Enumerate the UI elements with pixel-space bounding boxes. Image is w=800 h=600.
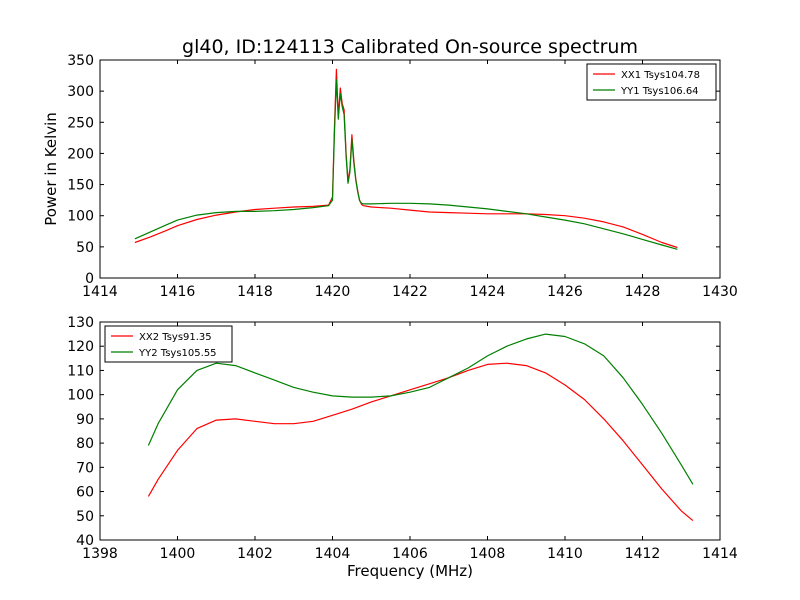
legend-label: YY2 Tsys105.55 xyxy=(138,348,217,359)
series-line-2-2 xyxy=(147,333,694,485)
y-tick-label: 80 xyxy=(76,436,94,452)
x-tick-label: 1426 xyxy=(547,284,583,300)
series-line-1-2 xyxy=(134,79,678,250)
x-axis-label: Frequency (MHz) xyxy=(347,562,473,580)
bottom-subplot: 1398 1400 1402 1404 1406 1408 1410 1412 1414 40 50… xyxy=(67,315,738,562)
x-tick-label: 1424 xyxy=(470,284,506,300)
y-tick-label: 70 xyxy=(76,460,94,476)
y-tick-label: 300 xyxy=(67,84,94,100)
chart-title: gl40, ID:124113 Calibrated On-source spe… xyxy=(182,36,638,58)
top-subplot: 1414 1416 1418 1420 1422 1424 1426 1428 1430 0 50 1… xyxy=(67,53,738,300)
y-tick-label: 110 xyxy=(67,363,94,379)
y-tick-label: 40 xyxy=(76,533,94,549)
y-tick-label: 130 xyxy=(67,315,94,331)
y-tick-label: 90 xyxy=(76,412,94,428)
y-tick-label: 50 xyxy=(76,509,94,525)
x-tick-label: 1430 xyxy=(702,284,738,300)
y-tick-label: 100 xyxy=(67,209,94,225)
y-tick-label: 150 xyxy=(67,178,94,194)
legend-box xyxy=(586,63,717,101)
x-tick-label: 1412 xyxy=(625,546,661,562)
x-tick-label: 1410 xyxy=(547,546,583,562)
x-tick-label: 1402 xyxy=(237,546,273,562)
x-tick-label: 1414 xyxy=(702,546,738,562)
legend-label: YY1 Tsys106.64 xyxy=(620,86,699,97)
y-tick-label: 200 xyxy=(67,146,94,162)
x-tick-label: 1406 xyxy=(392,546,428,562)
x-tick-label: 1422 xyxy=(392,284,428,300)
legend-label: XX1 Tsys104.78 xyxy=(621,70,700,81)
y-tick-label: 120 xyxy=(67,339,94,355)
y-tick-label: 100 xyxy=(67,388,94,404)
x-tick-label: 1400 xyxy=(160,546,196,562)
x-tick-label: 1416 xyxy=(160,284,196,300)
x-tick-label: 1420 xyxy=(315,284,351,300)
y-tick-label: 60 xyxy=(76,485,94,501)
x-tick-label: 1404 xyxy=(315,546,351,562)
legend-label: XX2 Tsys91.35 xyxy=(139,332,212,343)
series-line-2-1 xyxy=(147,362,694,522)
y-axis-label: Power in Kelvin xyxy=(42,112,60,226)
x-tick-label: 1428 xyxy=(625,284,661,300)
y-tick-label: 250 xyxy=(67,115,94,131)
legend-box xyxy=(104,325,233,363)
x-tick-label: 1408 xyxy=(470,546,506,562)
y-tick-label: 50 xyxy=(76,240,94,256)
x-tick-label: 1418 xyxy=(237,284,273,300)
y-tick-label: 0 xyxy=(85,271,94,287)
y-tick-label: 350 xyxy=(67,53,94,69)
x-tick-label: 1414 xyxy=(82,284,118,300)
x-tick-label: 1398 xyxy=(82,546,118,562)
